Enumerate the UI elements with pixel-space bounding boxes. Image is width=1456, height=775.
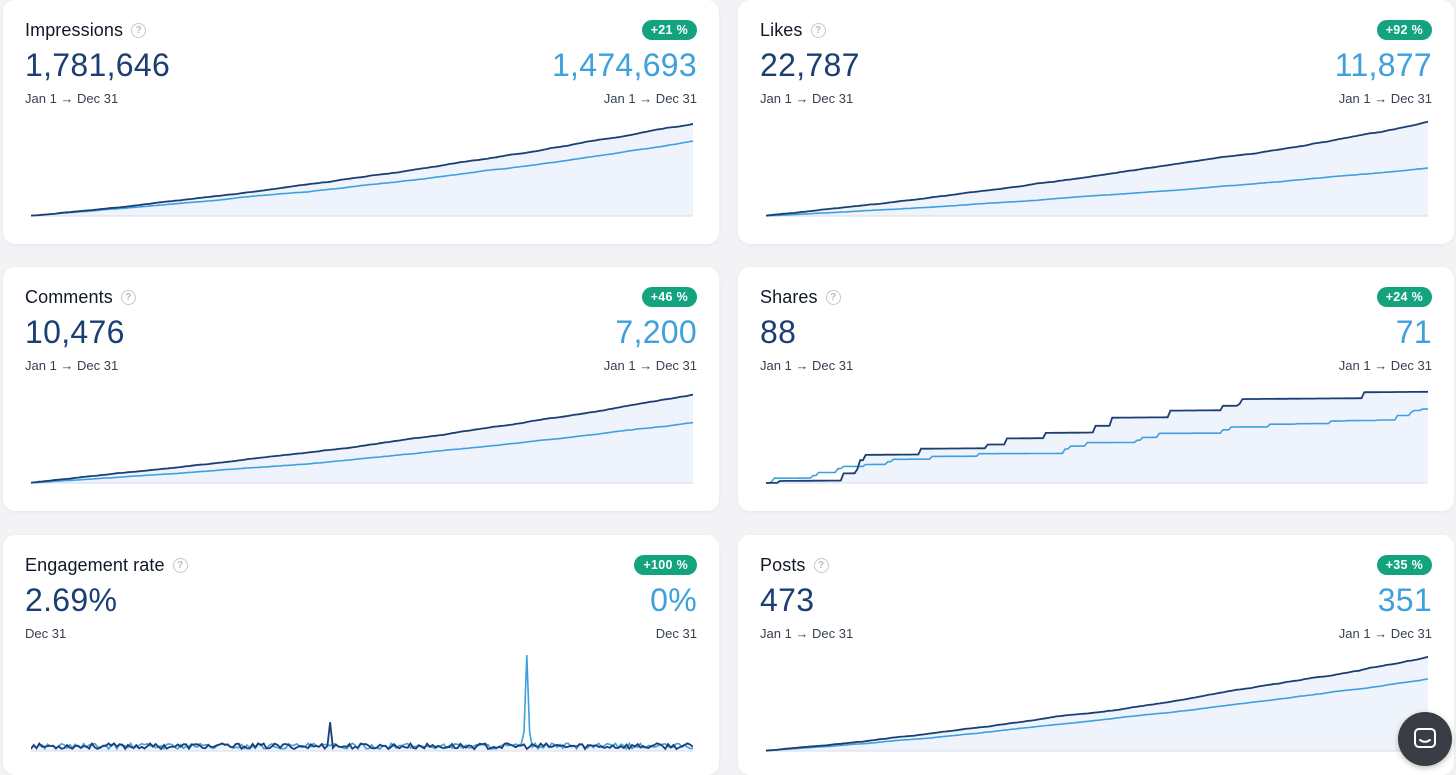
- impressions-chart[interactable]: [31, 110, 693, 220]
- current-series-area: [31, 394, 693, 483]
- change-badge: +46 %: [641, 287, 697, 307]
- current-period-line: [766, 656, 1428, 752]
- help-icon[interactable]: ?: [131, 23, 147, 38]
- current-date-range: Jan 1 → Dec 31: [25, 91, 119, 106]
- current-period-line: [766, 121, 1428, 217]
- change-badge: +24 %: [1376, 287, 1432, 307]
- current-value: 22,787: [760, 47, 860, 83]
- help-icon[interactable]: ?: [120, 290, 136, 305]
- previous-date-range: Jan 1 → Dec 31: [1338, 626, 1432, 641]
- current-value: 10,476: [25, 314, 125, 350]
- change-badge: +35 %: [1376, 555, 1432, 575]
- card-shares: Shares? +24 % 88 71 Jan 1 → Dec 31 Jan 1…: [738, 267, 1454, 511]
- previous-date-range: Dec 31: [655, 626, 697, 641]
- current-date-range: Jan 1 → Dec 31: [760, 91, 854, 106]
- previous-value: 11,877: [1334, 47, 1432, 83]
- likes-chart[interactable]: [766, 110, 1428, 220]
- current-value: 2.69%: [25, 582, 118, 618]
- previous-period-line: [31, 140, 693, 217]
- card-comments: Comments? +46 % 10,476 7,200 Jan 1 → Dec…: [3, 267, 719, 511]
- current-period-line: [31, 393, 693, 484]
- change-badge: +21 %: [641, 20, 697, 40]
- shares-chart[interactable]: [766, 377, 1428, 487]
- previous-value: 0%: [650, 582, 697, 618]
- card-engagement-rate: Engagement rate? +100 % 2.69% 0% Dec 31 …: [3, 535, 719, 775]
- current-date-range: Jan 1 → Dec 31: [760, 626, 854, 641]
- current-value: 88: [760, 314, 797, 350]
- current-series-area: [766, 391, 1428, 483]
- help-icon[interactable]: ?: [825, 290, 841, 305]
- posts-chart[interactable]: [766, 645, 1428, 755]
- current-date-range: Jan 1 → Dec 31: [25, 358, 119, 373]
- previous-period-line: [766, 408, 1428, 484]
- previous-value: 7,200: [615, 314, 697, 350]
- engagement-rate-chart[interactable]: [31, 645, 693, 755]
- current-period-line: [31, 122, 693, 217]
- current-date-range: Jan 1 → Dec 31: [760, 358, 854, 373]
- previous-date-range: Jan 1 → Dec 31: [603, 358, 697, 373]
- current-value: 473: [760, 582, 815, 618]
- previous-date-range: Jan 1 → Dec 31: [603, 91, 697, 106]
- change-badge: +100 %: [634, 555, 697, 575]
- previous-value: 351: [1377, 582, 1432, 618]
- previous-value: 1,474,693: [551, 47, 697, 83]
- current-series-area: [766, 121, 1428, 216]
- change-badge: +92 %: [1376, 20, 1432, 40]
- card-title: Engagement rate: [25, 555, 165, 575]
- card-title: Shares: [760, 287, 818, 307]
- previous-period-line: [31, 654, 693, 751]
- chat-bubble-icon: [1414, 728, 1436, 748]
- previous-period-line: [31, 421, 693, 484]
- comments-chart[interactable]: [31, 377, 693, 487]
- card-title: Comments: [25, 287, 113, 307]
- previous-period-line: [766, 167, 1428, 217]
- card-posts: Posts? +35 % 473 351 Jan 1 → Dec 31 Jan …: [738, 535, 1454, 775]
- help-icon[interactable]: ?: [172, 558, 188, 573]
- card-title: Likes: [760, 20, 803, 40]
- previous-date-range: Jan 1 → Dec 31: [1338, 91, 1432, 106]
- help-icon[interactable]: ?: [813, 558, 829, 573]
- previous-date-range: Jan 1 → Dec 31: [1338, 358, 1432, 373]
- card-impressions: Impressions? +21 % 1,781,646 1,474,693 J…: [3, 0, 719, 244]
- card-title: Posts: [760, 555, 806, 575]
- current-date-range: Dec 31: [25, 626, 67, 641]
- card-likes: Likes? +92 % 22,787 11,877 Jan 1 → Dec 3…: [738, 0, 1454, 244]
- current-period-line: [766, 390, 1428, 484]
- card-title: Impressions: [25, 20, 124, 40]
- help-icon[interactable]: ?: [810, 23, 826, 38]
- current-series-area: [31, 123, 693, 216]
- previous-value: 71: [1395, 314, 1432, 350]
- chat-button[interactable]: [1398, 712, 1452, 766]
- current-value: 1,781,646: [25, 47, 171, 83]
- previous-period-line: [766, 678, 1428, 752]
- current-period-line: [31, 722, 693, 751]
- current-series-area: [766, 656, 1428, 751]
